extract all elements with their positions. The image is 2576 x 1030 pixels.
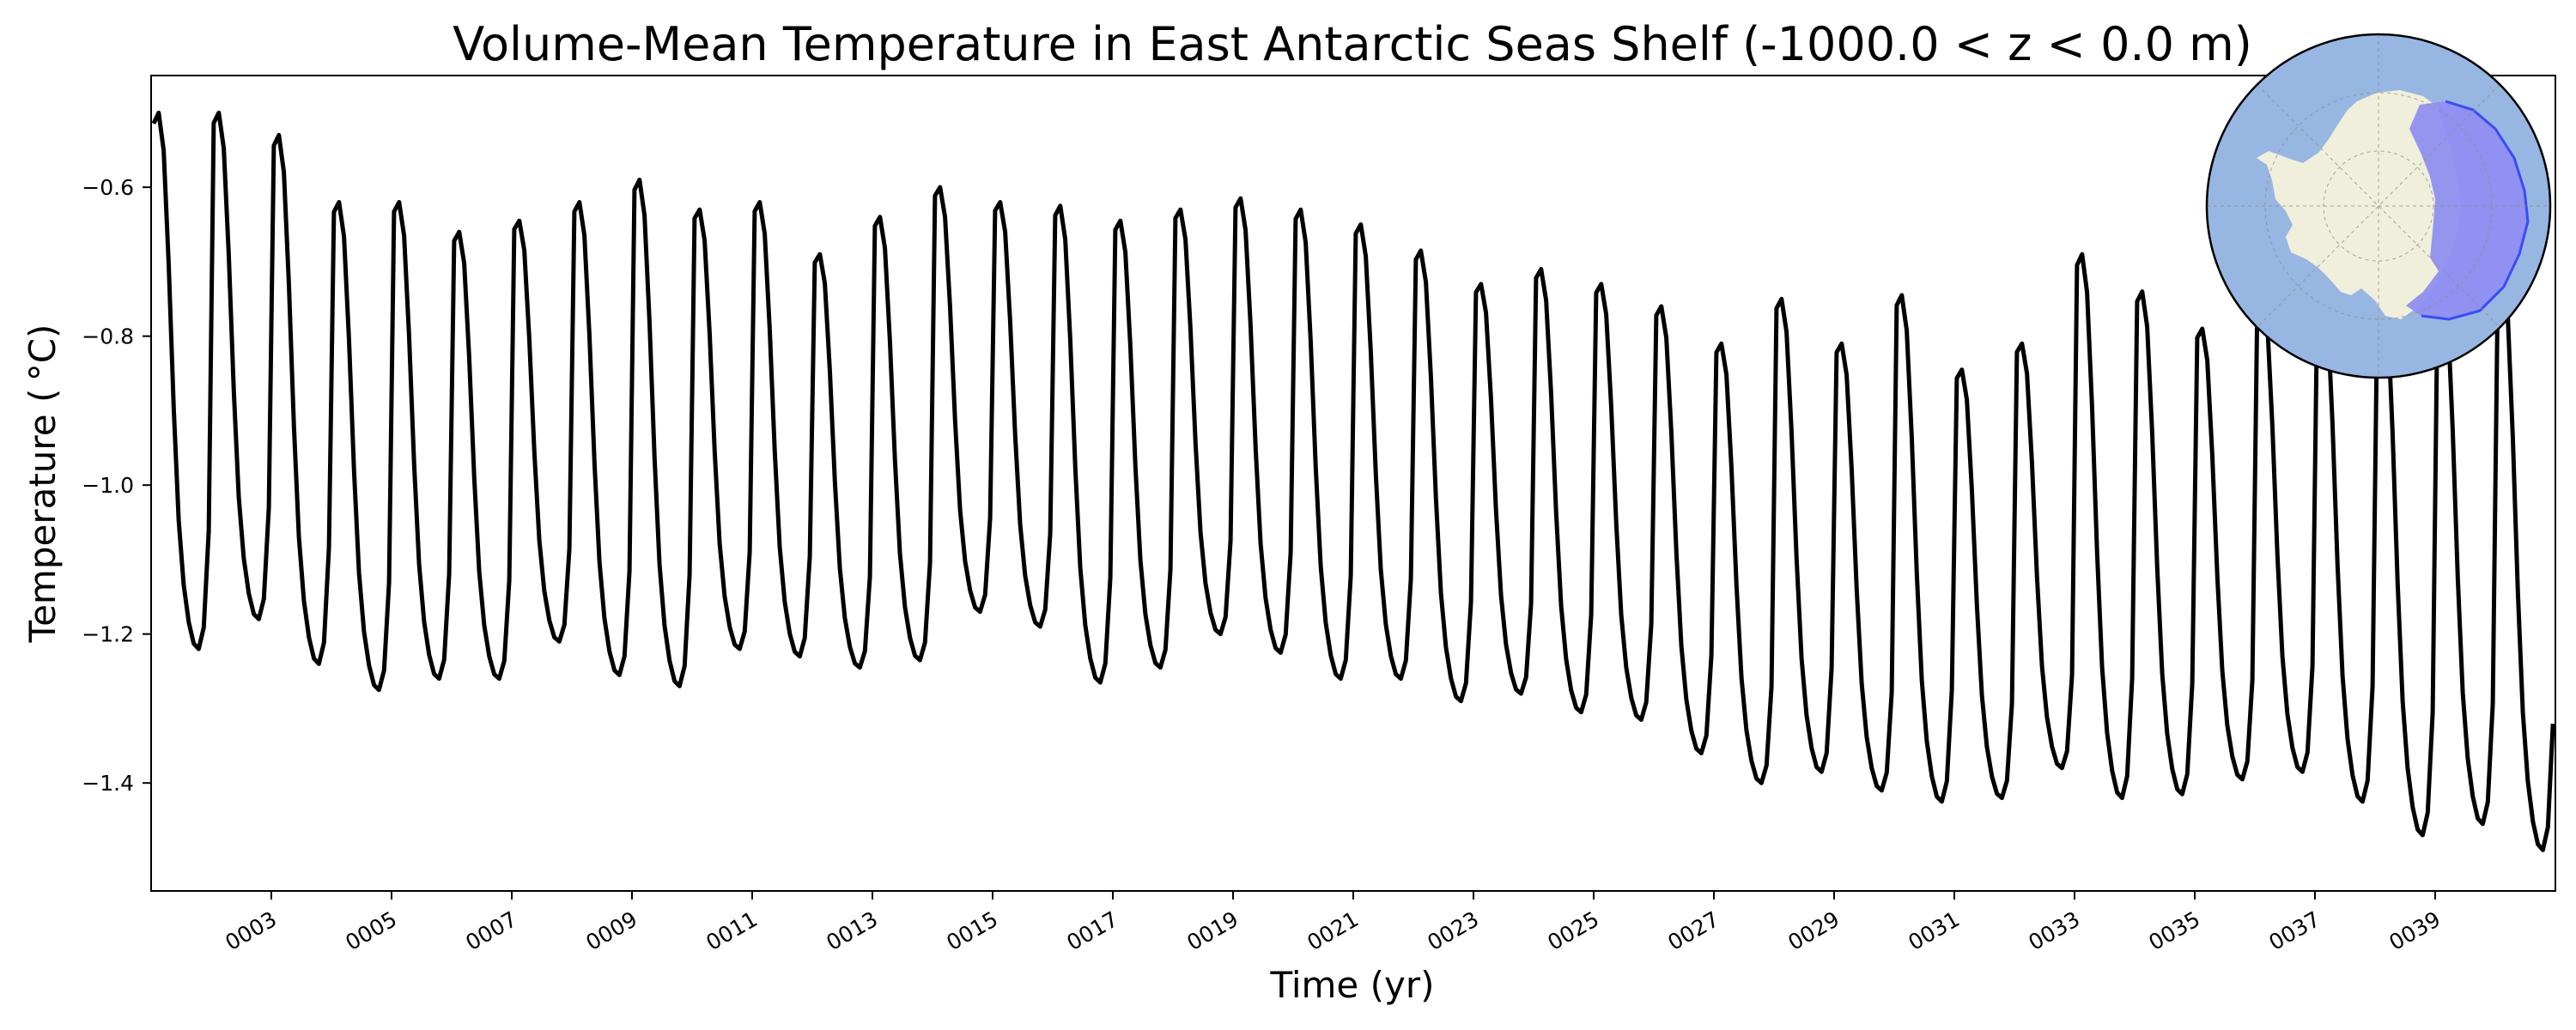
y-axis-label: Temperature ( °C) [21, 324, 64, 644]
x-tick-label: 0029 [1783, 906, 1844, 955]
x-tick-label: 0013 [822, 906, 882, 955]
x-tick-label: 0031 [1904, 906, 1964, 955]
chart-title: Volume-Mean Temperature in East Antarcti… [453, 17, 2252, 71]
x-tick-label: 0039 [2385, 906, 2445, 955]
y-tick-label: −1.0 [82, 473, 134, 498]
map-region-outline [2421, 100, 2530, 321]
antarctica-landmass [2257, 90, 2461, 319]
x-axis-label: Time (yr) [1269, 964, 1434, 1006]
y-tick-label: −1.2 [82, 622, 134, 647]
x-tick-label: 0019 [1182, 906, 1242, 955]
x-tick-label: 0011 [702, 906, 762, 955]
map-border [2205, 33, 2552, 379]
x-tick-label: 0021 [1303, 906, 1363, 955]
y-tick-label: −0.8 [82, 324, 134, 349]
x-tick-label: 0007 [461, 906, 521, 955]
x-tick-label: 0033 [2024, 906, 2084, 955]
y-axis: −0.6 −0.8 −1.0 −1.2 −1.4 [82, 175, 151, 796]
map-graticule [2207, 34, 2550, 378]
x-tick-label: 0037 [2264, 906, 2324, 955]
x-tick-label: 0035 [2144, 906, 2204, 955]
x-tick-label: 0017 [1062, 906, 1122, 955]
series-line [151, 110, 2555, 852]
x-tick-label: 0003 [221, 906, 281, 955]
inset-map [2205, 33, 2552, 379]
y-tick-label: −0.6 [82, 175, 134, 200]
x-tick-label: 0009 [581, 906, 641, 955]
y-tick-label: −1.4 [82, 771, 134, 796]
x-axis: 0003 0005 0007 0009 0011 0013 0015 0017 0019 0021… [221, 891, 2445, 955]
x-tick-label: 0005 [341, 906, 401, 955]
x-tick-label: 0023 [1423, 906, 1483, 955]
series-layer [151, 110, 2555, 852]
x-tick-label: 0025 [1543, 906, 1603, 955]
map-region-highlight [2406, 101, 2528, 319]
x-tick-label: 0015 [942, 906, 1002, 955]
x-tick-label: 0027 [1663, 906, 1723, 955]
